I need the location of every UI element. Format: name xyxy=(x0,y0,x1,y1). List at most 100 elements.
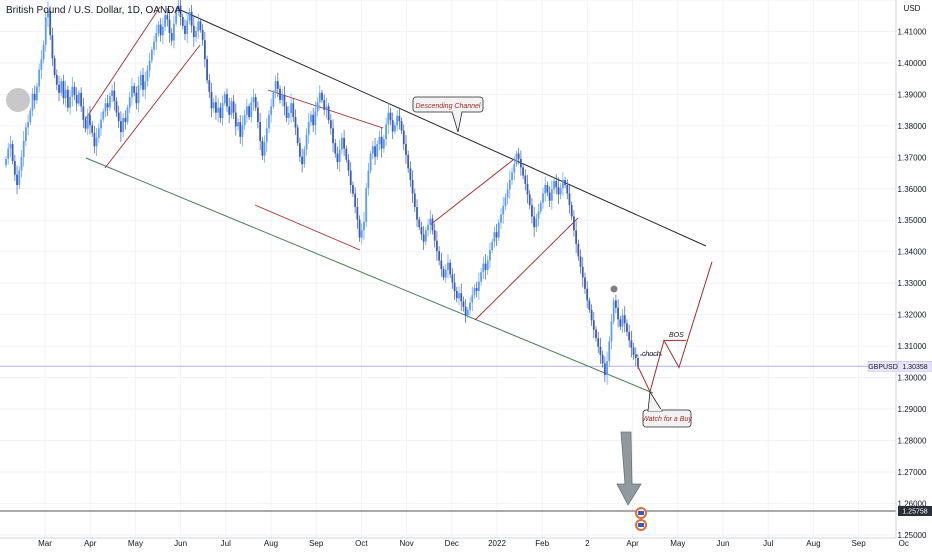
candle[interactable] xyxy=(332,119,334,153)
candle[interactable] xyxy=(329,113,332,135)
candle[interactable] xyxy=(310,110,312,127)
candle[interactable] xyxy=(33,85,36,109)
candle[interactable] xyxy=(100,111,102,137)
candle[interactable] xyxy=(579,249,582,274)
candle[interactable] xyxy=(135,86,138,110)
candle[interactable] xyxy=(115,97,118,117)
candle[interactable] xyxy=(632,342,635,360)
candle[interactable] xyxy=(47,1,49,28)
candle[interactable] xyxy=(429,209,432,234)
candle[interactable] xyxy=(413,188,416,212)
candle[interactable] xyxy=(82,98,85,129)
candle[interactable] xyxy=(418,216,421,230)
candle[interactable] xyxy=(546,181,549,197)
candle[interactable] xyxy=(557,177,560,205)
candle[interactable] xyxy=(243,109,246,131)
candle[interactable] xyxy=(444,264,447,284)
candle[interactable] xyxy=(599,337,602,364)
candle[interactable] xyxy=(334,138,337,158)
candle[interactable] xyxy=(296,124,299,146)
candle[interactable] xyxy=(312,107,315,133)
candle[interactable] xyxy=(338,139,341,172)
candle[interactable] xyxy=(148,52,151,78)
candle[interactable] xyxy=(535,213,538,233)
candle[interactable] xyxy=(619,315,622,331)
candle[interactable] xyxy=(111,84,113,103)
candle[interactable] xyxy=(69,89,71,115)
candle[interactable] xyxy=(223,91,226,107)
candle[interactable] xyxy=(537,203,540,227)
candle[interactable] xyxy=(120,111,122,142)
candle[interactable] xyxy=(126,104,129,125)
candle[interactable] xyxy=(53,55,56,78)
flag-icon[interactable] xyxy=(635,519,647,531)
candle[interactable] xyxy=(427,218,429,237)
candle[interactable] xyxy=(482,256,485,280)
candle[interactable] xyxy=(550,180,553,210)
candle[interactable] xyxy=(210,82,213,118)
candle[interactable] xyxy=(570,201,573,220)
candle[interactable] xyxy=(511,167,513,185)
candle[interactable] xyxy=(438,246,441,266)
candle[interactable] xyxy=(581,257,584,288)
candle[interactable] xyxy=(215,95,217,120)
candle[interactable] xyxy=(93,125,96,154)
descending-channel-lower-line[interactable] xyxy=(85,157,654,394)
candle[interactable] xyxy=(122,113,125,138)
candle[interactable] xyxy=(597,331,600,353)
candle[interactable] xyxy=(475,281,478,298)
candle[interactable] xyxy=(206,55,208,84)
candle[interactable] xyxy=(91,121,94,137)
candle[interactable] xyxy=(460,283,463,312)
candle[interactable] xyxy=(237,117,239,131)
candle[interactable] xyxy=(5,156,7,169)
candle[interactable] xyxy=(336,146,339,169)
candle[interactable] xyxy=(316,97,319,117)
candle[interactable] xyxy=(301,148,304,173)
candle[interactable] xyxy=(276,72,279,98)
candle[interactable] xyxy=(564,177,566,188)
candle[interactable] xyxy=(442,266,445,281)
candle[interactable] xyxy=(389,107,392,126)
candle[interactable] xyxy=(321,89,323,103)
candle[interactable] xyxy=(197,13,200,39)
candle[interactable] xyxy=(40,50,43,79)
candle[interactable] xyxy=(241,115,244,147)
candle[interactable] xyxy=(343,130,345,157)
candle[interactable] xyxy=(396,110,399,131)
candle[interactable] xyxy=(458,286,460,306)
candle[interactable] xyxy=(513,156,516,181)
candle[interactable] xyxy=(188,7,191,25)
rising-channel-2-lower[interactable] xyxy=(474,217,579,321)
candle[interactable] xyxy=(168,9,171,43)
candle[interactable] xyxy=(522,163,524,180)
candle[interactable] xyxy=(502,197,505,224)
candle[interactable] xyxy=(254,93,257,112)
candle[interactable] xyxy=(62,74,65,105)
candle[interactable] xyxy=(378,130,381,151)
candle[interactable] xyxy=(352,181,354,198)
candle[interactable] xyxy=(358,215,361,242)
candle[interactable] xyxy=(131,77,133,106)
candle[interactable] xyxy=(349,162,352,194)
candle[interactable] xyxy=(447,254,449,279)
candle[interactable] xyxy=(13,154,16,181)
candle[interactable] xyxy=(615,294,617,314)
candle[interactable] xyxy=(49,6,52,41)
falling-channel-lower[interactable] xyxy=(254,204,361,251)
candle[interactable] xyxy=(75,87,78,112)
candle[interactable] xyxy=(97,123,100,143)
falling-channel-upper[interactable] xyxy=(267,89,384,129)
candle[interactable] xyxy=(250,96,253,123)
candle[interactable] xyxy=(539,200,542,215)
candle[interactable] xyxy=(150,46,153,64)
candle[interactable] xyxy=(36,83,38,104)
candle[interactable] xyxy=(221,95,224,126)
candle[interactable] xyxy=(142,67,144,97)
flag-icon[interactable] xyxy=(635,507,647,519)
candle[interactable] xyxy=(371,140,374,160)
candle[interactable] xyxy=(354,187,357,214)
candle[interactable] xyxy=(71,77,74,107)
candle[interactable] xyxy=(424,226,427,246)
